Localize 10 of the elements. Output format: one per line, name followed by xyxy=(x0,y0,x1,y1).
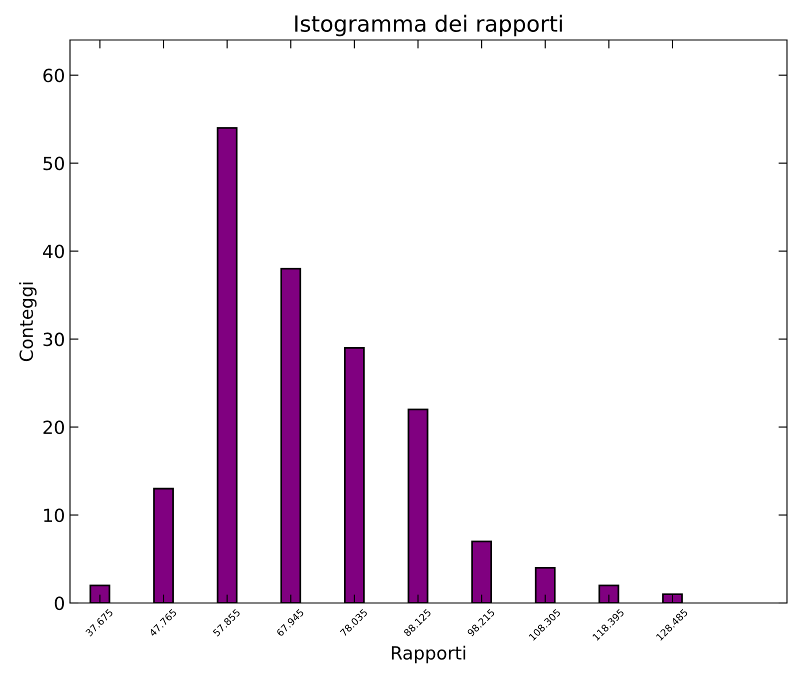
y-tick-label: 20 xyxy=(43,420,64,434)
y-tick-label: 40 xyxy=(43,244,64,258)
y-tick-label: 60 xyxy=(43,68,64,82)
y-tick-label: 0 xyxy=(54,596,64,610)
y-axis-title: Conteggi xyxy=(19,282,37,362)
y-tick-label: 50 xyxy=(44,156,64,170)
y-tick-label: 30 xyxy=(44,332,64,346)
y-tick-label: 10 xyxy=(44,508,64,522)
x-axis-title: Rapporti xyxy=(392,646,466,664)
chart-title: Istogramma dei rapporti xyxy=(295,14,562,36)
